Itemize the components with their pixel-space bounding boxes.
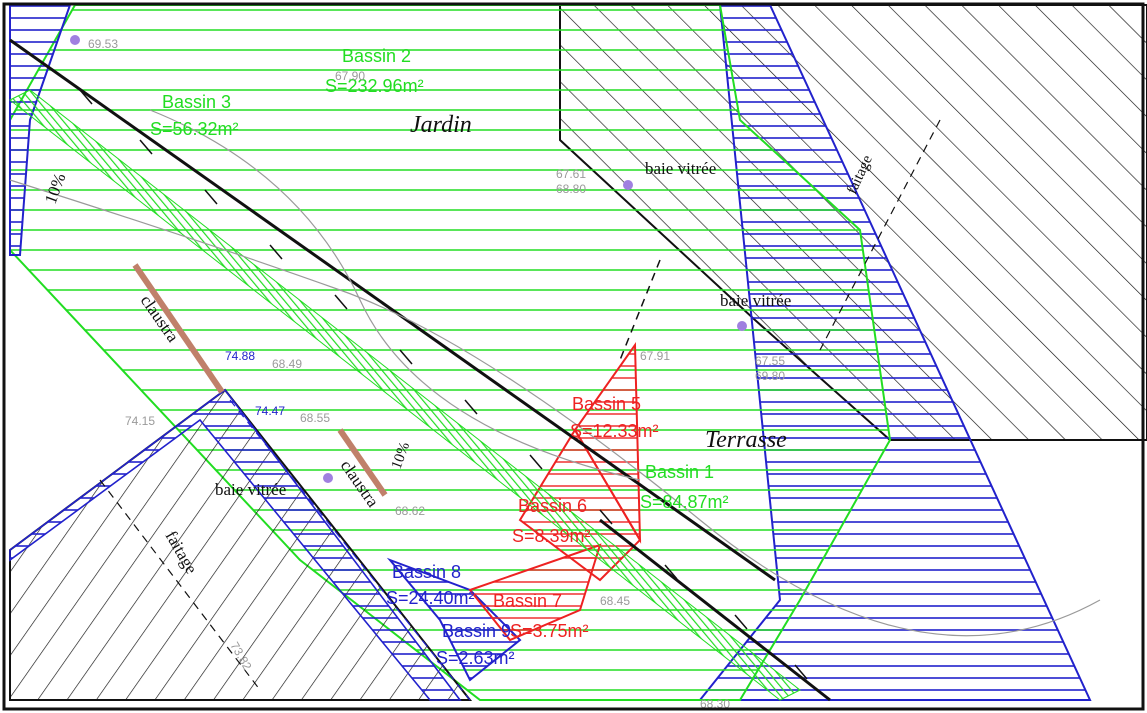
basin-7-area: S=3.75m² xyxy=(510,621,589,641)
basin-7 xyxy=(468,543,602,642)
level-10: 67.91 xyxy=(640,349,670,363)
level-2: 67.90 xyxy=(335,69,365,83)
contour-1 xyxy=(9,179,1101,637)
window-middle: baie vitrée xyxy=(720,291,791,310)
basin-3-name: Bassin 3 xyxy=(162,92,231,112)
level-15: 68.45 xyxy=(600,594,630,608)
basin-9-name: Bassin 9 xyxy=(442,621,511,641)
room-jardin: Jardin xyxy=(410,112,472,138)
marker-points xyxy=(70,35,747,483)
level-8: 68.55 xyxy=(300,411,330,425)
ridge-line xyxy=(9,38,776,582)
level-7: 74.47 xyxy=(255,404,285,418)
basin-9-area: S=2.63m² xyxy=(436,648,515,668)
basin-2-name: Bassin 2 xyxy=(342,46,411,66)
claustra-upper xyxy=(132,263,225,394)
basin-8-name: Bassin 8 xyxy=(392,562,461,582)
basin-8 xyxy=(386,557,522,682)
level-4: 68.80 xyxy=(556,182,586,196)
ridge-ticks xyxy=(79,89,808,680)
claustra-lower xyxy=(337,428,388,497)
dashed-line-4 xyxy=(819,119,941,351)
basin-blue-bottom xyxy=(9,388,462,701)
basin-1-area: S=84.87m² xyxy=(640,492,729,512)
basin-6-name: Bassin 6 xyxy=(518,496,587,516)
level-11: 67.55 xyxy=(755,354,785,368)
basin-8-area: S=24.40m² xyxy=(386,588,475,608)
basin-6-area: S=8.39m² xyxy=(512,526,591,546)
level-9: 74.15 xyxy=(125,414,155,428)
gutter-band xyxy=(9,89,801,701)
basin-2-area: S=232.96m² xyxy=(325,76,424,96)
level-13: 68.62 xyxy=(395,504,425,518)
ridge-line-lower xyxy=(599,518,831,702)
dashed-line-3 xyxy=(99,479,261,691)
window-top: baie vitrée xyxy=(645,159,716,178)
basin-7-name: Bassin 7 xyxy=(493,591,562,611)
window-left: baie vitrée xyxy=(215,480,286,499)
basin-5-name: Bassin 5 xyxy=(572,394,641,414)
dashed-line-1 xyxy=(619,259,661,361)
level-6: 68.49 xyxy=(272,357,302,371)
room-terrasse: Terrasse xyxy=(705,427,787,453)
basin-3-area: S=56.32m² xyxy=(150,119,239,139)
contour-2 xyxy=(149,109,641,481)
basin-5-area: S=12.33m² xyxy=(570,421,659,441)
level-5: 74.88 xyxy=(225,349,255,363)
level-1: 69.53 xyxy=(88,37,118,51)
level-3: 67.61 xyxy=(556,167,586,181)
basin-1-name: Bassin 1 xyxy=(645,462,714,482)
level-12: 69.80 xyxy=(755,369,785,383)
